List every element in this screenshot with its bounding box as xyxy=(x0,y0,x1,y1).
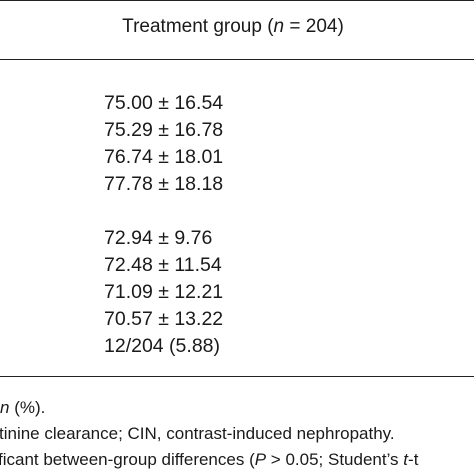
footnote-line-1: n (%). xyxy=(0,399,45,416)
table-cell: 72.48 ± 11.54 xyxy=(104,254,222,276)
table-cell: 76.74 ± 18.01 xyxy=(104,146,224,168)
footnote-line-2: tinine clearance; CIN, contrast-induced … xyxy=(0,424,395,443)
header-bottom-rule xyxy=(0,59,474,61)
table-cell: 70.57 ± 13.22 xyxy=(104,308,224,330)
footnote-line-3: ficant between-group differences (P > 0.… xyxy=(0,451,418,468)
footnote-t-symbol: t xyxy=(403,450,409,469)
footnote-n-symbol: n xyxy=(0,398,10,417)
header-n-symbol: n xyxy=(273,16,285,37)
table-cell: 72.94 ± 9.76 xyxy=(104,227,213,249)
header-suffix: = 204) xyxy=(284,16,344,37)
footnote-line-1-text: (%). xyxy=(9,398,46,417)
table-cell: 75.29 ± 16.78 xyxy=(104,119,224,141)
header-prefix: Treatment group ( xyxy=(122,16,274,37)
footnote-line-3-mid: > 0.05; Student’s xyxy=(266,450,404,469)
table-cell: 75.00 ± 16.54 xyxy=(104,92,224,114)
footnote-line-3-start: ficant between-group differences ( xyxy=(0,450,255,469)
table-bottom-rule xyxy=(0,376,474,378)
footnote-p-symbol: P xyxy=(254,450,267,469)
column-header-treatment-group: Treatment group (n = 204) xyxy=(0,16,474,38)
table-cell: 77.78 ± 18.18 xyxy=(104,173,224,195)
table-cell: 12/204 (5.88) xyxy=(104,335,221,357)
footnote-line-3-end: -t xyxy=(408,450,419,469)
table-top-rule xyxy=(0,0,474,2)
table-cell: 71.09 ± 12.21 xyxy=(104,281,224,303)
